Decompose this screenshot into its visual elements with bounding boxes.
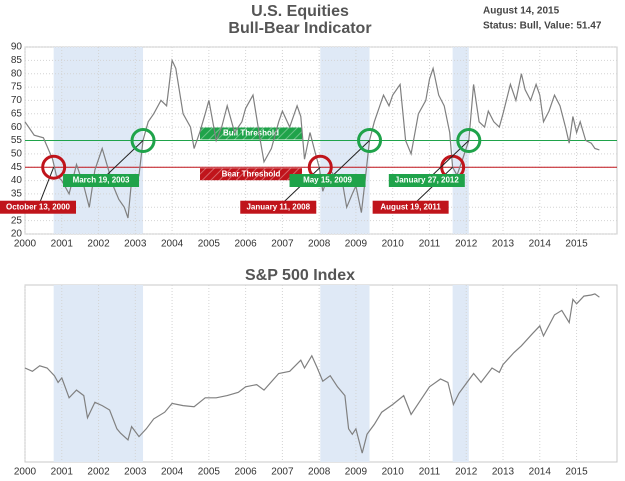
y-tick-label: 60 — [11, 122, 23, 133]
x-tick-label: 2013 — [492, 467, 515, 478]
x-tick-label: 2010 — [382, 239, 405, 250]
chart-subtitle: Bull-Bear Indicator — [228, 20, 371, 37]
x-tick-label: 2002 — [87, 467, 110, 478]
x-tick-label: 2007 — [271, 467, 294, 478]
signal-circle — [357, 128, 383, 153]
y-tick-label: 20 — [11, 229, 23, 240]
threshold-hatch — [200, 168, 302, 181]
x-tick-label: 2006 — [234, 239, 257, 250]
callout-label: May 15, 2009 — [303, 176, 352, 185]
x-tick-label: 2015 — [565, 467, 588, 478]
x-tick-label: 2009 — [345, 467, 368, 478]
status: Status: Bull, Value: 51.47 — [483, 21, 602, 32]
y-tick-label: 55 — [11, 135, 23, 146]
x-tick-label: 2004 — [161, 467, 184, 478]
callout-label: January 11, 2008 — [246, 202, 310, 211]
y-tick-label: 70 — [11, 95, 23, 106]
x-tick-label: 2005 — [198, 239, 221, 250]
callout-label: August 19, 2011 — [380, 202, 441, 211]
y-tick-label: 90 — [11, 42, 23, 53]
callout-label: March 19, 2003 — [73, 176, 130, 185]
x-tick-label: 2007 — [271, 239, 294, 250]
chart-title: U.S. Equities — [251, 3, 349, 20]
x-tick-label: 2005 — [198, 467, 221, 478]
indicator-line — [24, 293, 600, 454]
callout-label: October 13, 2000 — [6, 202, 71, 211]
x-tick-label: 2011 — [419, 239, 441, 250]
y-tick-label: 85 — [11, 55, 23, 66]
y-tick-label: 35 — [11, 189, 23, 200]
threshold-label: Bear Threshold — [222, 169, 281, 178]
x-tick-label: 2012 — [455, 239, 478, 250]
callout-line — [37, 167, 55, 208]
chart-title: S&P 500 Index — [245, 267, 355, 284]
x-tick-label: 2006 — [234, 467, 257, 478]
y-tick-label: 80 — [11, 68, 23, 79]
x-tick-label: 2012 — [455, 467, 478, 478]
y-tick-label: 25 — [11, 215, 23, 226]
x-tick-label: 2008 — [308, 239, 331, 250]
x-tick-label: 2002 — [87, 239, 110, 250]
x-tick-label: 2000 — [14, 239, 37, 250]
x-tick-label: 2015 — [565, 239, 588, 250]
y-tick-label: 65 — [11, 108, 23, 119]
x-tick-label: 2010 — [382, 467, 405, 478]
y-tick-label: 50 — [11, 148, 23, 159]
signal-circle — [456, 128, 482, 153]
x-tick-label: 2001 — [51, 467, 74, 478]
threshold-label: Bull Threshold — [223, 129, 279, 138]
x-tick-label: 2001 — [51, 239, 74, 250]
x-tick-label: 2004 — [161, 239, 184, 250]
x-tick-label: 2009 — [345, 239, 368, 250]
y-tick-label: 45 — [11, 162, 23, 173]
callout-box — [63, 174, 140, 187]
x-tick-label: 2013 — [492, 239, 515, 250]
x-tick-label: 2003 — [124, 467, 147, 478]
callout-box — [0, 200, 76, 214]
x-tick-label: 2014 — [529, 239, 552, 250]
signal-circle — [41, 154, 67, 180]
signal-circle — [130, 128, 156, 153]
callout-box — [240, 200, 317, 214]
bear-period — [320, 285, 370, 462]
x-tick-label: 2003 — [124, 239, 147, 250]
x-tick-label: 2000 — [14, 467, 37, 478]
y-tick-label: 75 — [11, 82, 23, 93]
callout-box — [372, 200, 449, 214]
x-tick-label: 2011 — [419, 467, 441, 478]
callout-box — [289, 174, 366, 187]
report-date: August 14, 2015 — [483, 6, 560, 17]
callout-box — [388, 174, 465, 187]
x-tick-label: 2014 — [529, 467, 552, 478]
callout-label: January 27, 2012 — [395, 176, 460, 185]
y-tick-label: 40 — [11, 175, 23, 186]
bear-period — [452, 285, 469, 462]
x-tick-label: 2008 — [308, 467, 331, 478]
